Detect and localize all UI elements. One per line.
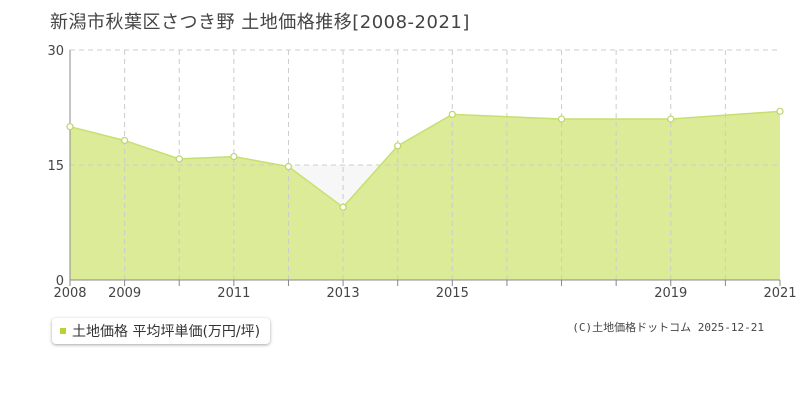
- data-point: [448, 110, 456, 119]
- x-tick-label: 2009: [108, 286, 141, 301]
- series-area: [70, 111, 780, 280]
- data-point: [339, 203, 347, 211]
- chart-title: 新潟市秋葉区さつき野 土地価格推移[2008-2021]: [50, 12, 470, 33]
- y-tick-label: 0: [56, 274, 64, 289]
- legend-swatch: [60, 328, 66, 334]
- x-tick-label: 2013: [327, 286, 360, 301]
- x-tick-label: 2008: [53, 286, 86, 301]
- x-tick-label: 2015: [436, 286, 469, 301]
- x-tick-label: 2021: [763, 286, 796, 301]
- data-point: [66, 123, 74, 131]
- x-tick-label: 2011: [217, 286, 250, 301]
- y-tick-label: 30: [47, 44, 64, 59]
- data-point: [557, 115, 566, 123]
- data-point: [776, 107, 784, 115]
- legend-label: 土地価格 平均坪単価(万円/坪): [72, 324, 261, 340]
- credit-text: (C)土地価格ドットコム 2025-12-21: [572, 321, 764, 334]
- data-point: [230, 152, 238, 161]
- data-point: [121, 136, 129, 145]
- y-tick-label: 15: [47, 159, 64, 174]
- data-point: [284, 162, 293, 171]
- data-point: [667, 115, 675, 123]
- x-tick-label: 2019: [654, 286, 687, 301]
- data-point: [394, 142, 402, 150]
- data-point: [175, 155, 183, 163]
- legend: 土地価格 平均坪単価(万円/坪): [52, 318, 271, 344]
